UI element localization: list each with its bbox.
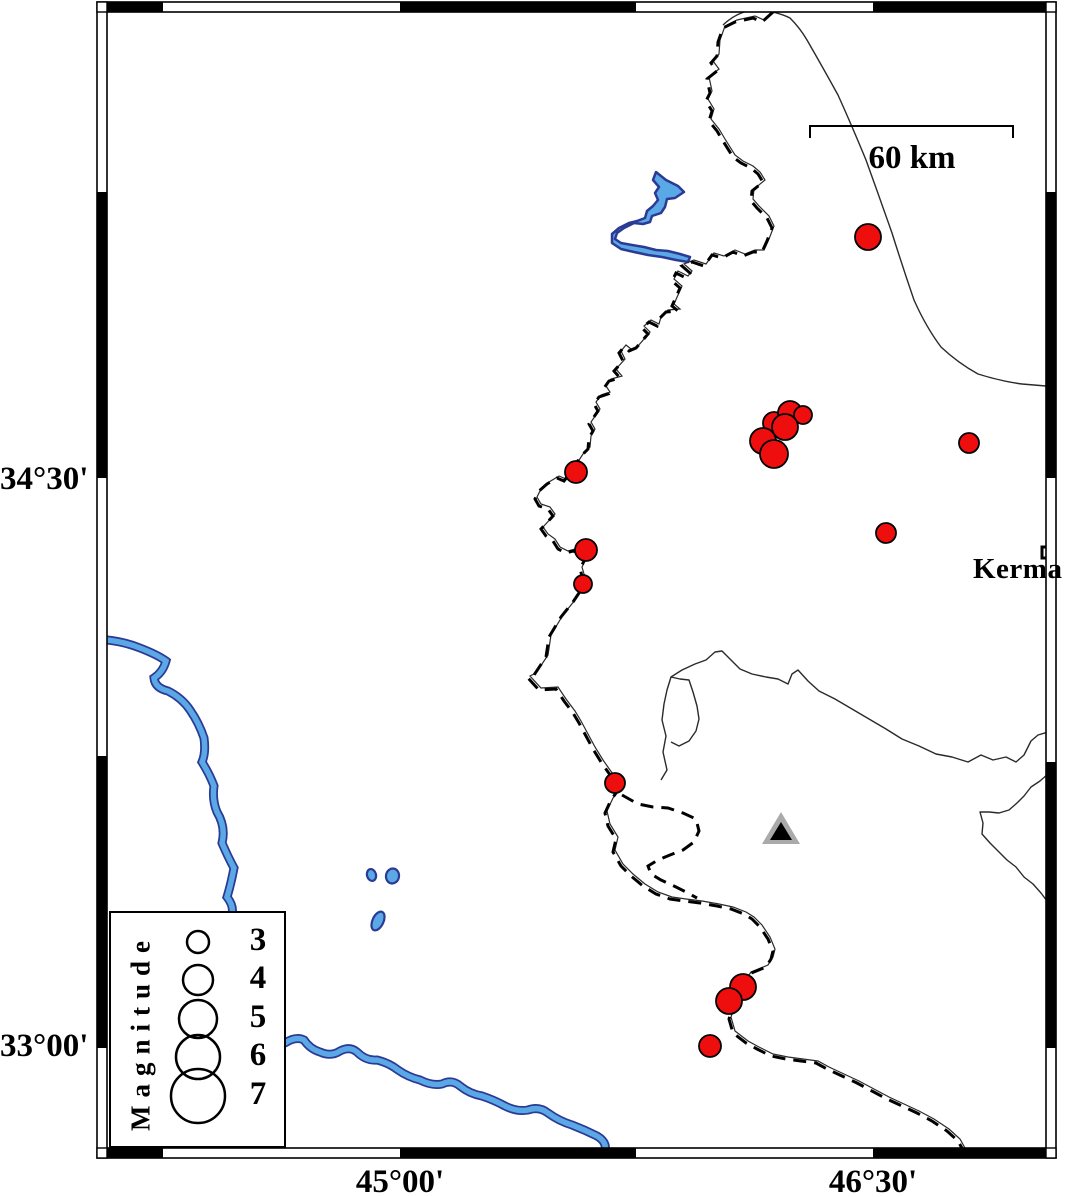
earthquake-marker [564, 460, 588, 484]
frame-corner-square [96, 1147, 108, 1159]
legend-mag-3: 3 [249, 921, 267, 958]
river-south [282, 1035, 609, 1148]
frame-tick-top [107, 2, 163, 12]
station-triangle-inner [770, 822, 792, 840]
earthquake-marker [759, 439, 789, 469]
pond-3 [370, 910, 386, 932]
scalebar-label: 60 km [868, 140, 956, 176]
river-north-casing [107, 635, 239, 919]
axis-label-lat-1: 34°30' [0, 460, 89, 497]
frame-tick-right [1046, 762, 1056, 1048]
legend-circle-mag-6 [174, 1033, 222, 1081]
legend-mag-7: 7 [249, 1075, 267, 1112]
frame-corner-square [1045, 1, 1057, 13]
frame-tick-right [1046, 192, 1056, 478]
province-boundary-north [722, 12, 1046, 387]
border-pocket-dashed [621, 793, 701, 900]
legend-circle-mag-4 [181, 963, 215, 997]
legend-circle-mag-5 [177, 998, 219, 1040]
border-companion-line [529, 12, 966, 1148]
frame-tick-bottom [873, 1148, 1046, 1158]
pond-1 [365, 867, 378, 883]
legend-mag-5: 5 [249, 998, 267, 1035]
frame-corner-square [1045, 1147, 1057, 1159]
earthquake-marker [698, 1034, 722, 1058]
earthquake-marker [875, 522, 897, 544]
frame-tick-bottom [400, 1148, 636, 1158]
legend-mag-6: 6 [249, 1036, 267, 1073]
earthquake-marker [854, 223, 882, 251]
frame-tick-top [873, 2, 1046, 12]
frame-tick-bottom [107, 1148, 163, 1158]
map-content [107, 12, 1046, 1148]
city-label: Kerma [973, 553, 1063, 585]
axis-label-lon-2: 46°30' [828, 1164, 918, 1197]
frame-corner-square [96, 1, 108, 13]
border-dashed [525, 12, 964, 1148]
province-boundary-hook [660, 676, 700, 781]
province-boundary-south [670, 650, 1046, 763]
frame-tick-left [97, 756, 107, 1048]
scalebar [809, 125, 1014, 138]
earthquake-marker [573, 574, 593, 594]
city-square [1040, 545, 1046, 560]
frame-tick-top [400, 2, 636, 12]
earthquake-marker [574, 538, 598, 562]
legend-circle-mag-3 [185, 929, 211, 955]
legend-box [109, 911, 286, 1148]
legend-title: Magnitude [125, 932, 156, 1132]
river-north [107, 637, 237, 917]
earthquake-marker [793, 405, 813, 425]
province-boundary-east [979, 774, 1046, 901]
legend-mag-4: 4 [249, 959, 267, 996]
earthquake-marker [604, 772, 626, 794]
pond-2 [384, 867, 401, 885]
earthquake-marker [715, 987, 743, 1015]
frame-tick-left [97, 192, 107, 478]
legend-circle-mag-7 [169, 1067, 227, 1125]
lake [610, 170, 692, 264]
earthquake-marker [771, 413, 799, 441]
axis-label-lat-2: 33°00' [0, 1027, 89, 1064]
earthquake-marker [958, 432, 980, 454]
axis-label-lon-1: 45°00' [355, 1164, 445, 1197]
